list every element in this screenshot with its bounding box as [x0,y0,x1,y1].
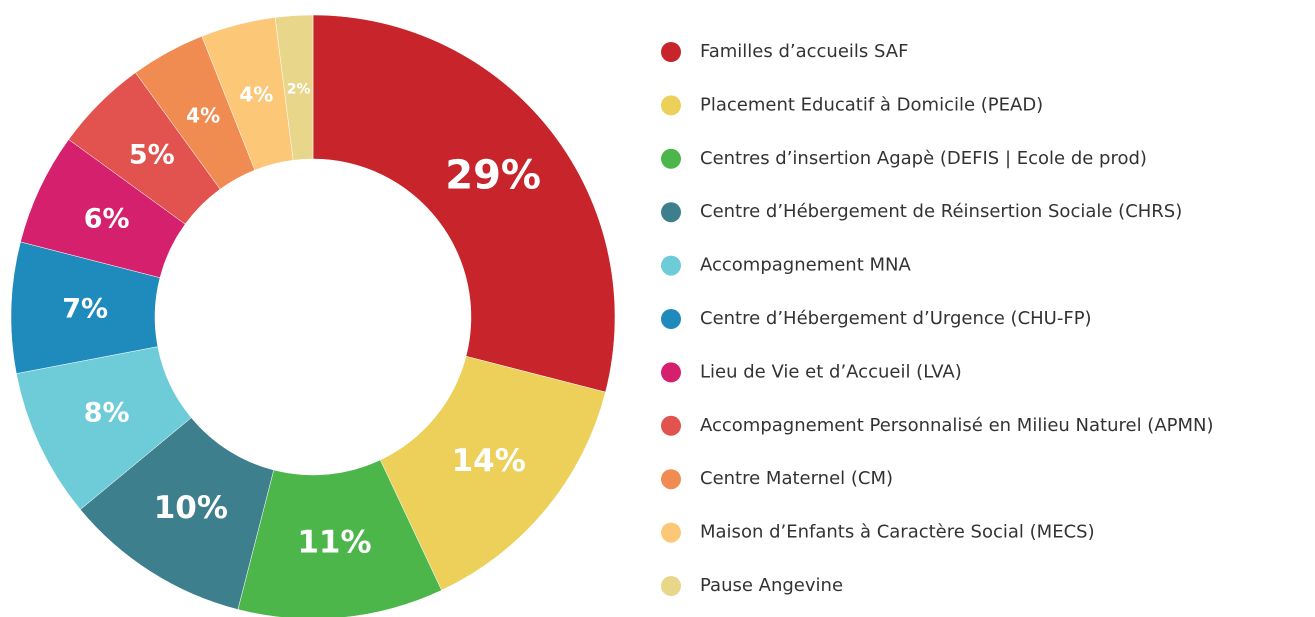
legend-label: Centre Maternel (CM) [700,468,893,489]
legend-marker [661,309,681,329]
data-label: 11% [297,524,371,560]
legend-label: Accompagnement Personnalisé en Milieu Na… [700,415,1214,436]
legend-marker [661,148,681,169]
data-label: 8% [84,398,130,429]
donut-slice [379,355,606,591]
legend-label: Lieu de Vie et d’Accueil (LVA) [700,361,962,382]
data-label: 2% [287,81,311,97]
legend-label: Centre d’Hébergement d’Urgence (CHU-FP) [700,308,1092,329]
data-label: 4% [186,104,220,128]
legend-marker [661,576,681,596]
legend-label: Pause Angevine [700,575,843,596]
legend-marker [661,202,681,223]
legend-marker [661,415,681,436]
legend-marker [661,255,681,276]
data-label: 29% [445,152,541,198]
legend-marker [661,522,681,543]
data-label: 4% [239,83,273,107]
legend-label: Placement Educatif à Domicile (PEAD) [700,94,1043,115]
donut-slice [312,14,616,393]
legend-label: Accompagnement MNA [700,255,911,276]
data-label: 6% [84,203,130,234]
data-label: 7% [62,293,108,324]
legend-label: Familles d’accueils SAF [700,41,908,62]
legend-marker [661,469,681,490]
legend-label: Centre d’Hébergement de Réinsertion Soci… [700,201,1182,222]
legend-marker [661,362,681,383]
legend-label: Centres d’insertion Agapè (DEFIS | Ecole… [700,148,1147,169]
data-label: 5% [129,139,175,170]
legend-marker [661,95,681,116]
donut-slice [274,14,314,161]
data-label: 10% [154,490,228,526]
data-label: 14% [452,443,526,479]
legend-label: Maison d’Enfants à Caractère Social (MEC… [700,522,1095,543]
legend-marker [661,42,681,62]
